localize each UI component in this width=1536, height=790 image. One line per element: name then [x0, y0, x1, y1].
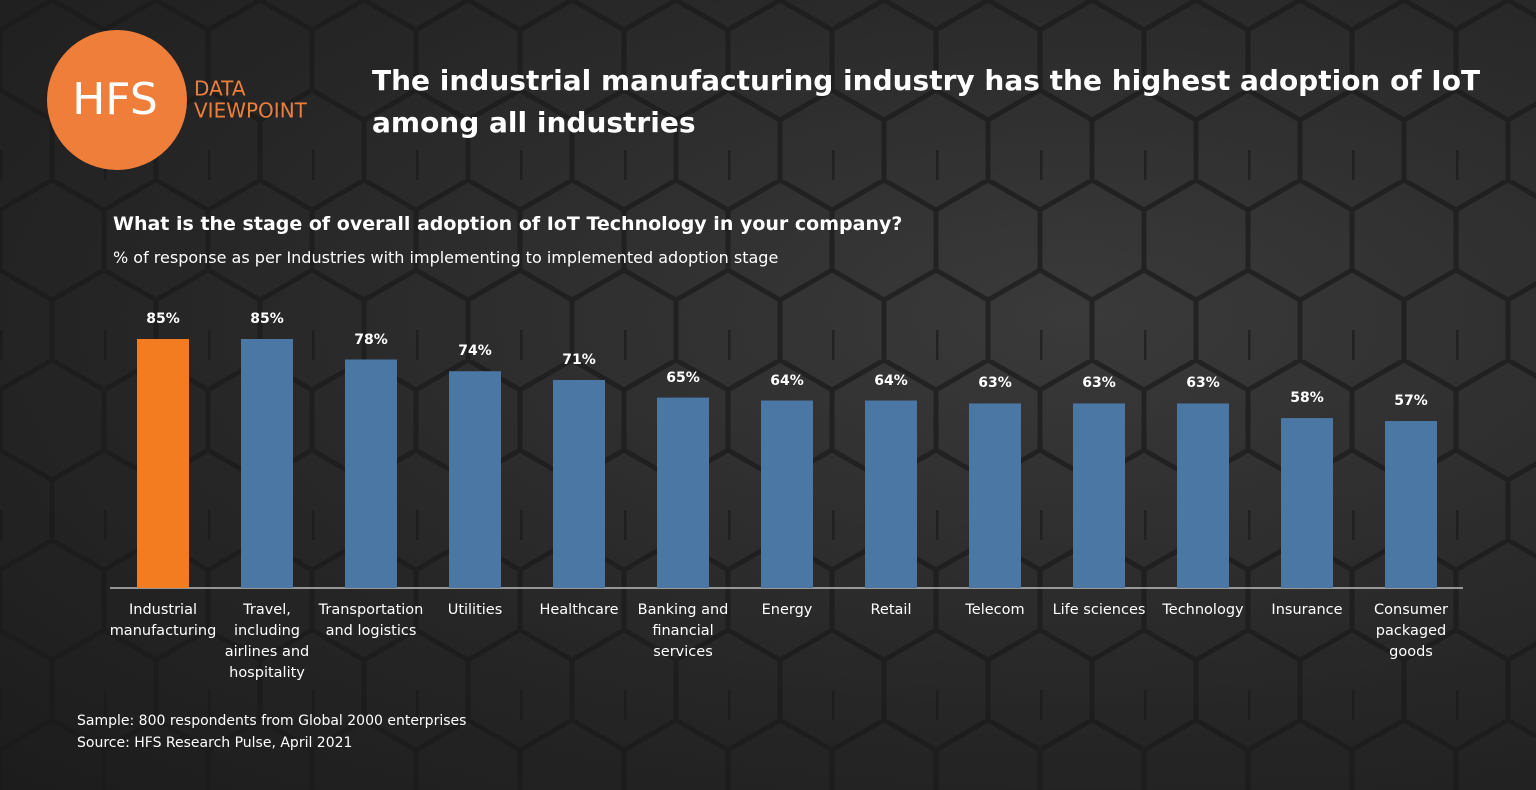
bar	[449, 371, 501, 588]
value-label: 57%	[1394, 393, 1428, 410]
bar	[657, 397, 709, 588]
x-tick-label: Energy	[761, 602, 813, 618]
bar	[1385, 421, 1437, 588]
bar	[553, 380, 605, 588]
value-label: 64%	[874, 372, 908, 389]
value-label: 74%	[458, 343, 492, 360]
value-label: 63%	[978, 375, 1012, 392]
value-label: 78%	[354, 331, 388, 348]
logo-text: DATA	[194, 77, 246, 101]
logo-mark: HFS	[72, 74, 158, 125]
chart-subtitle: What is the stage of overall adoption of…	[113, 213, 903, 235]
bar	[1281, 418, 1333, 588]
x-tick-label: Life sciences	[1052, 602, 1146, 618]
x-tick-label: Telecom	[965, 602, 1025, 618]
value-label: 63%	[1082, 375, 1116, 392]
x-tick-label: Industrial manufacturing	[109, 602, 217, 639]
bar	[761, 400, 813, 588]
value-label: 85%	[250, 311, 284, 327]
note: Sample: 800 respondents from Global 2000…	[77, 713, 467, 729]
x-tick-label: Insurance	[1271, 602, 1343, 618]
logo-text: VIEWPOINT	[194, 99, 308, 123]
x-tick-label: Consumer packaged goods	[1374, 602, 1448, 660]
bar	[241, 339, 293, 588]
x-tick-label: Healthcare	[539, 602, 619, 618]
x-tick-label: Banking and financial services	[637, 602, 729, 660]
bar	[865, 400, 917, 588]
bar	[1073, 403, 1125, 588]
bar	[969, 403, 1021, 588]
note: Source: HFS Research Pulse, April 2021	[77, 735, 353, 751]
value-label: 64%	[770, 372, 804, 389]
x-tick-label: Retail	[870, 602, 912, 618]
value-label: 58%	[1290, 390, 1324, 407]
value-label: 65%	[666, 369, 700, 386]
x-tick-label: Travel, including airlines and hospitali…	[224, 602, 310, 681]
bar	[137, 339, 189, 588]
x-tick-label: Transportation and logistics	[318, 602, 424, 639]
chart-title: The industrial manufacturing industry ha…	[372, 64, 1481, 139]
value-label: 71%	[562, 352, 596, 368]
bar	[1177, 403, 1229, 588]
value-label: 85%	[146, 311, 180, 327]
x-tick-label: Utilities	[447, 602, 503, 618]
x-tick-label: Technology	[1162, 602, 1244, 618]
value-label: 63%	[1186, 375, 1220, 392]
logo: HFS DATA VIEWPOINT	[47, 30, 308, 170]
chart-description: % of response as per Industries with imp…	[113, 248, 779, 267]
bar	[345, 359, 397, 588]
